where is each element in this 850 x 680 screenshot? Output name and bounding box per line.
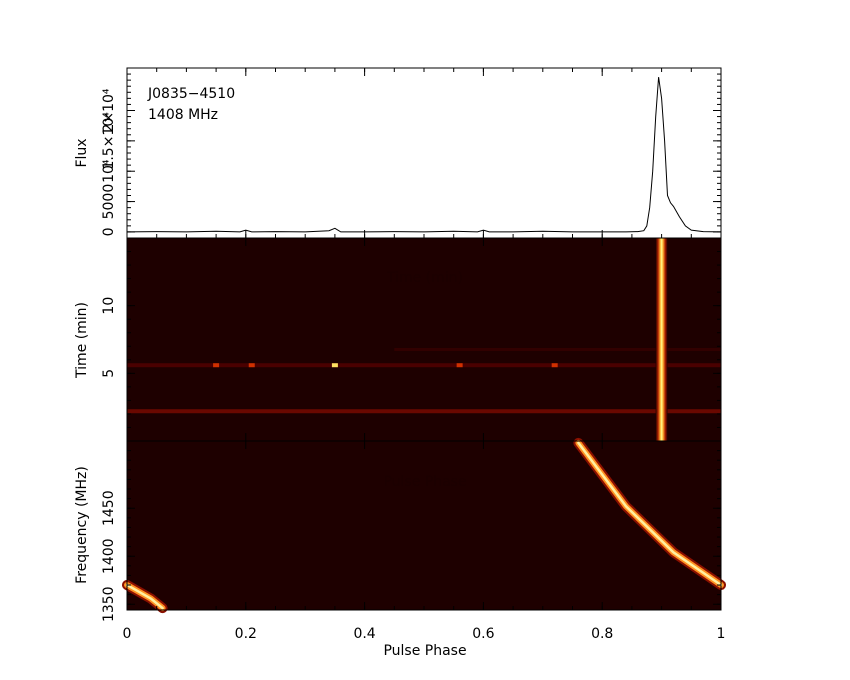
pulse-phase-axis-label: Pulse Phase xyxy=(383,643,466,659)
phase-tick-label: 0.2 xyxy=(235,626,257,642)
rfi-hot-spot xyxy=(213,363,220,368)
time-phase-background xyxy=(127,238,721,441)
phase-tick-label: 0.6 xyxy=(472,626,494,642)
flux-tick-label: 0 xyxy=(101,227,117,236)
flux-tick-label: 1.5×10⁴ xyxy=(101,112,117,170)
profile-line xyxy=(126,77,722,233)
faint-row xyxy=(394,347,721,351)
time-phase-ghost-label: Time (min) xyxy=(386,270,463,286)
phase-x-axis: 0 0.2 0.4 0.6 0.8 1 xyxy=(123,68,726,642)
frequency-tick-label: 1450 xyxy=(101,490,117,526)
dispersion-sweep-wrap-core xyxy=(125,583,164,610)
dispersion-sweep-core xyxy=(577,441,723,587)
phase-tick-label: 0.8 xyxy=(591,626,613,642)
phase-tick-label: 1 xyxy=(717,626,726,642)
pulsar-name-label: J0835−4510 xyxy=(147,86,235,102)
frequency-y-axis: 1350 1400 1450 xyxy=(101,440,721,622)
flux-tick-label: 10⁴ xyxy=(101,159,117,183)
time-phase-panel: Time (min) 5 10 Time (min) xyxy=(74,237,722,442)
time-phase-heatmap xyxy=(127,238,721,441)
frequency-tick-label: 1400 xyxy=(101,538,117,574)
rfi-hot-spot xyxy=(248,363,255,368)
frequency-tick-label: 1350 xyxy=(101,586,117,622)
phase-tick-label: 0 xyxy=(123,626,132,642)
time-tick-label: 5 xyxy=(101,369,117,378)
time-y-axis: 5 10 xyxy=(101,237,721,442)
rfi-row xyxy=(127,363,721,368)
flux-tick-label: 2×10⁴ xyxy=(101,88,117,132)
phase-tick-label: 0.4 xyxy=(353,626,375,642)
pulse-track xyxy=(655,238,668,441)
frequency-phase-ghost-label: Pulse Phase xyxy=(383,474,466,490)
frequency-axis-label: Frequency (MHz) xyxy=(74,466,90,584)
flux-tick-label: 5000 xyxy=(101,184,117,220)
time-tick-label: 10 xyxy=(101,297,117,315)
frequency-phase-background xyxy=(127,441,721,610)
rfi-hot-spot xyxy=(551,363,558,368)
rfi-row xyxy=(127,409,721,414)
flux-axis-label: Flux xyxy=(74,138,90,167)
rfi-hot-spot xyxy=(331,363,338,368)
time-axis-label: Time (min) xyxy=(74,302,90,379)
rfi-hot-spot xyxy=(456,363,463,368)
frequency-phase-heatmap xyxy=(122,437,726,614)
observing-frequency-label: 1408 MHz xyxy=(148,107,218,123)
